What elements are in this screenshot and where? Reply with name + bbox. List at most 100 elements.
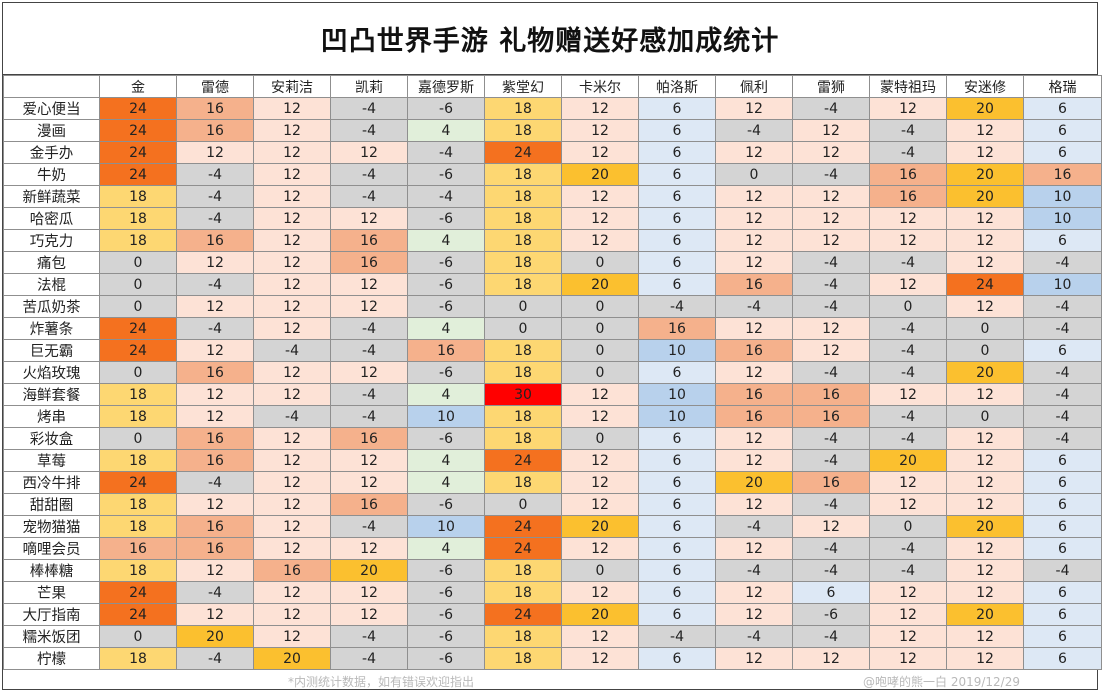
value-cell: 4 [407, 317, 485, 340]
value-cell: 16 [176, 427, 254, 450]
value-cell: 16 [869, 163, 947, 186]
table-row: 烤串 18 12 -4 -4 10 18 12 10 16 16 -4 0 -4 [3, 405, 1102, 428]
value-cell: 12 [946, 383, 1024, 406]
value-cell: 0 [561, 559, 639, 582]
value-cell: 24 [484, 537, 562, 560]
value-cell: -6 [407, 581, 485, 604]
row-label: 棒棒糖 [3, 559, 100, 582]
row-label: 大厅指南 [3, 603, 100, 626]
table-row: 西冷牛排 24 -4 12 12 4 18 12 6 20 16 12 12 6 [3, 471, 1102, 494]
value-cell: 12 [792, 339, 870, 362]
footer-note: *内测统计数据，如有错误欢迎指出 [288, 675, 475, 689]
value-cell: 12 [869, 97, 947, 120]
value-cell: 12 [176, 559, 254, 582]
value-cell: 6 [1023, 339, 1102, 362]
value-cell: -4 [792, 163, 870, 186]
value-cell: 12 [561, 647, 639, 670]
value-cell: -4 [330, 97, 408, 120]
value-cell: 24 [484, 449, 562, 472]
value-cell: 6 [1023, 581, 1102, 604]
value-cell: 16 [176, 537, 254, 560]
table-row: 炸薯条 24 -4 12 -4 4 0 0 16 12 12 -4 0 -4 [3, 317, 1102, 340]
value-cell: 0 [99, 273, 177, 296]
value-cell: 6 [1023, 449, 1102, 472]
value-cell: -4 [792, 559, 870, 582]
value-cell: 18 [484, 185, 562, 208]
value-cell: 16 [715, 339, 793, 362]
value-cell: 18 [484, 427, 562, 450]
row-label: 甜甜圈 [3, 493, 100, 516]
value-cell: 12 [253, 383, 331, 406]
value-cell: 12 [253, 493, 331, 516]
value-cell: 12 [253, 119, 331, 142]
value-cell: 18 [484, 339, 562, 362]
value-cell: -4 [715, 515, 793, 538]
value-cell: -6 [407, 625, 485, 648]
value-cell: 10 [638, 383, 716, 406]
value-cell: -4 [715, 295, 793, 318]
value-cell: -6 [792, 603, 870, 626]
column-header: 嘉德罗斯 [407, 75, 485, 98]
value-cell: 12 [253, 273, 331, 296]
value-cell: 12 [715, 141, 793, 164]
value-cell: -6 [407, 493, 485, 516]
value-cell: 0 [99, 625, 177, 648]
value-cell: 24 [99, 471, 177, 494]
value-cell: 12 [176, 383, 254, 406]
value-cell: 12 [253, 581, 331, 604]
value-cell: 12 [869, 581, 947, 604]
value-cell: -4 [176, 581, 254, 604]
value-cell: -4 [792, 493, 870, 516]
value-cell: 12 [792, 207, 870, 230]
value-cell: 12 [330, 471, 408, 494]
row-label: 宠物猫猫 [3, 515, 100, 538]
table-row: 漫画 24 16 12 -4 4 18 12 6 -4 12 -4 12 6 [3, 119, 1102, 142]
value-cell: -4 [792, 537, 870, 560]
value-cell: 12 [792, 185, 870, 208]
value-cell: 4 [407, 229, 485, 252]
value-cell: 12 [715, 603, 793, 626]
value-cell: -4 [792, 427, 870, 450]
value-cell: 24 [484, 515, 562, 538]
value-cell: 16 [176, 97, 254, 120]
value-cell: -4 [869, 339, 947, 362]
value-cell: 0 [561, 361, 639, 384]
value-cell: 0 [561, 251, 639, 274]
value-cell: 12 [946, 295, 1024, 318]
value-cell: 16 [330, 493, 408, 516]
table-row: 棒棒糖 18 12 16 20 -6 18 0 6 -4 -4 -4 12 -4 [3, 559, 1102, 582]
value-cell: -4 [1023, 559, 1102, 582]
value-cell: 18 [484, 97, 562, 120]
value-cell: -4 [1023, 251, 1102, 274]
value-cell: 12 [869, 625, 947, 648]
value-cell: 12 [176, 603, 254, 626]
value-cell: 18 [484, 471, 562, 494]
value-cell: -4 [1023, 383, 1102, 406]
value-cell: 18 [99, 647, 177, 670]
value-cell: 18 [99, 207, 177, 230]
value-cell: 10 [1023, 273, 1102, 296]
value-cell: 20 [330, 559, 408, 582]
value-cell: 10 [1023, 207, 1102, 230]
table-row: 爱心便当 24 16 12 -4 -6 18 12 6 12 -4 12 20 6 [3, 97, 1102, 120]
value-cell: 12 [253, 361, 331, 384]
value-cell: 18 [484, 163, 562, 186]
value-cell: -6 [407, 361, 485, 384]
value-cell: 0 [99, 251, 177, 274]
value-cell: 16 [176, 449, 254, 472]
value-cell: -4 [638, 295, 716, 318]
value-cell: 0 [946, 405, 1024, 428]
value-cell: 18 [484, 119, 562, 142]
value-cell: 12 [253, 97, 331, 120]
value-cell: -6 [407, 559, 485, 582]
value-cell: -4 [253, 405, 331, 428]
row-label: 芒果 [3, 581, 100, 604]
value-cell: 20 [946, 163, 1024, 186]
value-cell: 0 [561, 427, 639, 450]
value-cell: 10 [1023, 185, 1102, 208]
value-cell: 6 [1023, 119, 1102, 142]
value-cell: 24 [99, 141, 177, 164]
value-cell: 12 [715, 97, 793, 120]
value-cell: -4 [1023, 295, 1102, 318]
